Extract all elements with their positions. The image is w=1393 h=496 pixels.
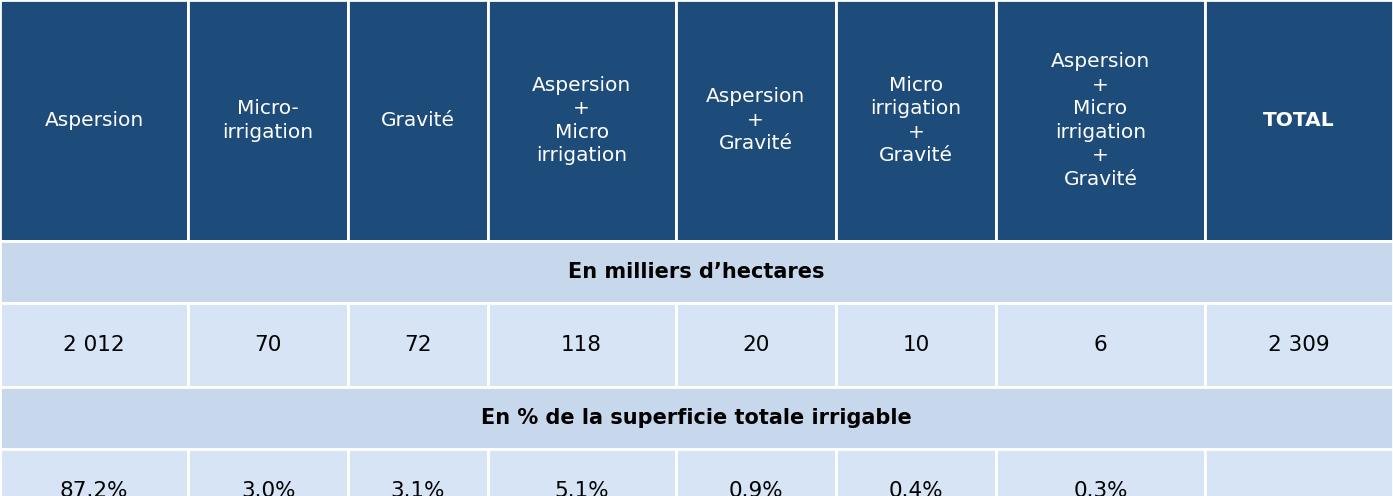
Text: 3.0%: 3.0% — [241, 481, 295, 496]
Bar — [996, 0, 1205, 241]
Bar — [996, 303, 1205, 387]
Bar — [0, 303, 188, 387]
Text: Gravité: Gravité — [380, 111, 456, 130]
Text: En % de la superficie totale irrigable: En % de la superficie totale irrigable — [481, 408, 912, 428]
Bar — [676, 303, 836, 387]
Bar — [188, 449, 348, 496]
Bar — [1205, 0, 1393, 241]
Bar — [996, 449, 1205, 496]
Text: 3.1%: 3.1% — [390, 481, 446, 496]
Bar — [188, 303, 348, 387]
Text: En milliers d’hectares: En milliers d’hectares — [568, 261, 825, 282]
Text: 72: 72 — [404, 335, 432, 355]
Text: 2 012: 2 012 — [63, 335, 125, 355]
Text: Aspersion
+
Micro
irrigation: Aspersion + Micro irrigation — [532, 75, 631, 165]
Bar — [188, 0, 348, 241]
Bar — [1205, 303, 1393, 387]
Text: 0.9%: 0.9% — [729, 481, 783, 496]
Text: Aspersion
+
Micro
irrigation
+
Gravité: Aspersion + Micro irrigation + Gravité — [1050, 52, 1151, 188]
Text: 70: 70 — [255, 335, 281, 355]
Bar — [488, 303, 676, 387]
Text: TOTAL: TOTAL — [1263, 111, 1334, 130]
Bar — [488, 0, 676, 241]
Bar — [1205, 449, 1393, 496]
Bar — [676, 0, 836, 241]
Text: Micro-
irrigation: Micro- irrigation — [223, 99, 313, 141]
Text: 0.3%: 0.3% — [1073, 481, 1128, 496]
Text: 0.4%: 0.4% — [889, 481, 943, 496]
Bar — [0, 0, 188, 241]
Bar — [0, 449, 188, 496]
Text: 10: 10 — [903, 335, 929, 355]
Bar — [836, 449, 996, 496]
Bar — [676, 449, 836, 496]
Text: 118: 118 — [561, 335, 602, 355]
Bar — [0, 241, 1393, 303]
Text: 6: 6 — [1094, 335, 1107, 355]
Bar — [348, 0, 488, 241]
Bar — [0, 387, 1393, 449]
Text: Micro
irrigation
+
Gravité: Micro irrigation + Gravité — [871, 75, 961, 165]
Text: 87.2%: 87.2% — [60, 481, 128, 496]
Bar — [348, 303, 488, 387]
Text: Aspersion: Aspersion — [45, 111, 143, 130]
Text: 20: 20 — [742, 335, 769, 355]
Bar — [488, 449, 676, 496]
Bar — [836, 303, 996, 387]
Bar — [348, 449, 488, 496]
Text: 5.1%: 5.1% — [554, 481, 609, 496]
Text: 2 309: 2 309 — [1268, 335, 1330, 355]
Text: Aspersion
+
Gravité: Aspersion + Gravité — [706, 87, 805, 153]
Bar — [836, 0, 996, 241]
